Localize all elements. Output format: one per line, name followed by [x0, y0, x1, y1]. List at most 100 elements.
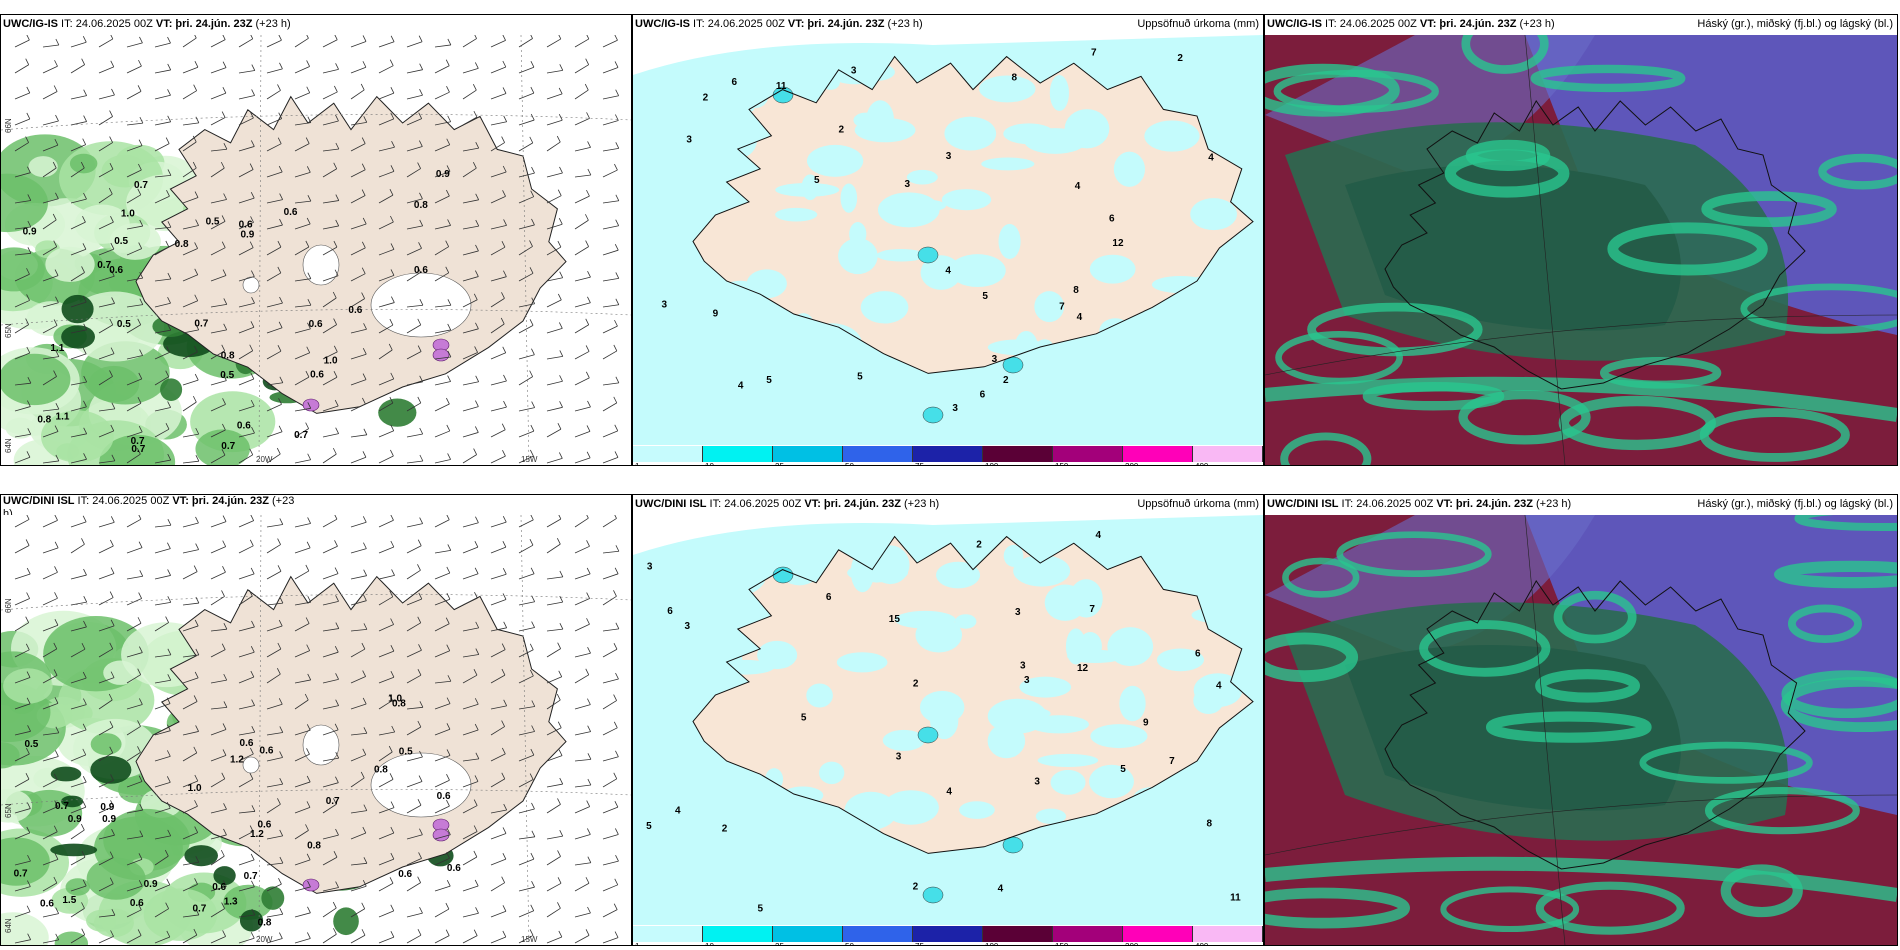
wind-barb-flag [52, 213, 57, 221]
wind-barb [322, 573, 339, 580]
wind-barb [154, 908, 169, 918]
precip-blob [920, 255, 962, 290]
wind-barb-flag [390, 86, 395, 94]
wind-barb [126, 90, 142, 100]
wind-barb [70, 458, 87, 464]
wind-barb-flag [109, 591, 114, 598]
wind-barb [126, 194, 141, 204]
wind-barb-flag [306, 541, 311, 549]
colorbar-tick: 75 [915, 942, 924, 945]
precip-blob [1013, 555, 1071, 587]
wind-barb-flag [26, 592, 30, 599]
wind-barb-flag [473, 825, 478, 832]
wind-barb-flag [81, 266, 85, 273]
wind-barb [154, 428, 170, 438]
wind-barb-flag [26, 697, 31, 704]
wind-barb-flag [110, 671, 115, 678]
wind-barb [462, 328, 479, 334]
precip-blob [915, 617, 963, 653]
wind-barb-flag [166, 930, 171, 938]
wind-barb-flag [223, 828, 227, 836]
wind-barb-flag [251, 297, 255, 304]
wind-barb [602, 304, 619, 308]
gust-blob [69, 153, 98, 174]
wind-barb-flag [111, 297, 115, 304]
wind-barb-flag [167, 297, 171, 304]
wind-barb [14, 677, 31, 684]
wind-barb [154, 524, 171, 528]
mid-cloud-band [1701, 191, 1837, 227]
wind-barb-flag [306, 346, 311, 353]
precip-blob [1190, 198, 1237, 231]
wind-barb [238, 859, 255, 866]
precip-blob [714, 280, 767, 317]
wind-barb [574, 573, 591, 580]
wind-barb [14, 273, 30, 282]
wind-barb [182, 731, 199, 736]
wind-barb [490, 705, 507, 710]
wind-barb-flag [419, 750, 423, 758]
wind-barb-flag [167, 221, 172, 228]
wind-barb [98, 545, 114, 554]
mid-cloud-band [1818, 153, 1897, 190]
wind-barb [546, 518, 562, 528]
wind-barb [378, 170, 395, 178]
gust-core [61, 294, 94, 324]
wind-barb-flag [557, 293, 562, 301]
wind-barb [98, 303, 115, 308]
wind-barb [70, 601, 87, 606]
precip-value: 6 [826, 592, 832, 603]
wind-barb-flag [83, 115, 87, 122]
wind-barb [210, 275, 227, 282]
mid-cloud-band [1458, 389, 1591, 445]
wind-barb [406, 649, 422, 658]
gust-value: 0.9 [100, 802, 114, 813]
wind-barb-flag [195, 219, 199, 226]
wind-barb [406, 433, 423, 438]
wind-barb [154, 884, 170, 892]
wind-barb [602, 518, 617, 528]
wind-barb [574, 623, 590, 632]
wind-barb-flag [472, 83, 477, 91]
wind-barb [462, 654, 479, 658]
wind-barb [238, 95, 255, 100]
wind-barb-flag [446, 566, 451, 574]
colorbar-segment: 1 [633, 446, 703, 465]
wind-barb [238, 146, 255, 152]
wind-barb [126, 704, 143, 710]
wind-barb-flag [530, 424, 535, 432]
wind-barb-flag [419, 89, 423, 96]
wind-barb-flag [363, 804, 368, 811]
gust-value: 0.7 [244, 871, 258, 882]
wind-barb [434, 381, 451, 386]
wind-barb-flag [222, 423, 226, 431]
precip-value: 6 [732, 77, 738, 88]
wind-barb [266, 39, 282, 48]
wind-barb-flag [138, 372, 143, 380]
wind-barb [154, 278, 171, 282]
wind-barb [490, 40, 506, 48]
gust-value: 0.6 [348, 305, 362, 316]
wind-barb [490, 599, 507, 606]
wind-barb [154, 781, 171, 788]
wind-barb-flag [277, 538, 281, 545]
wind-barb [294, 459, 311, 464]
gust-value: 0.5 [114, 236, 128, 247]
wind-barb [518, 66, 535, 74]
wind-barb-flag [195, 455, 200, 462]
wind-barb-flag [389, 694, 393, 701]
gust-core [61, 795, 84, 808]
wind-barb-flag [335, 427, 340, 434]
wind-barb [574, 862, 591, 866]
wind-barb-flag [54, 425, 59, 432]
gust-value: 0.8 [175, 239, 189, 250]
wind-barb-flag [363, 116, 368, 123]
wind-barb [434, 572, 450, 580]
wind-barb [238, 326, 255, 334]
wind-barb [14, 939, 31, 944]
gust-value: 0.6 [309, 319, 323, 330]
wind-barb [154, 622, 169, 632]
wind-barb-flag [222, 540, 227, 547]
wind-barb [518, 196, 534, 204]
wind-barb [350, 832, 366, 840]
